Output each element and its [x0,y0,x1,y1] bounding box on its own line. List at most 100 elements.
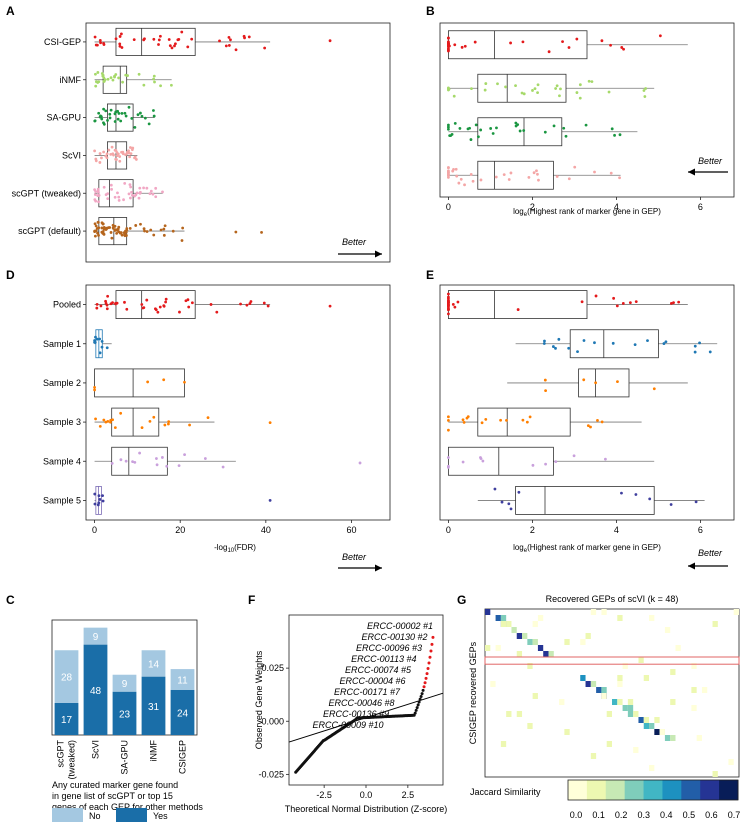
data-point [469,138,473,141]
box [578,368,630,398]
data-point [521,418,525,422]
box [107,103,134,132]
data-point [183,453,186,456]
panel-e: E 0 2 4 6 loge(Highest rank of marker gene … [426,268,735,570]
data-point [618,176,621,180]
heatmap-cell [537,615,544,621]
data-point [582,378,586,382]
data-point [572,454,576,458]
data-point [163,224,167,228]
data-point [143,37,146,41]
data-point [145,230,149,233]
heatmap-cell [606,711,612,717]
outlier-point [234,230,238,234]
data-point [108,112,112,116]
colorbar-segment [605,780,626,800]
data-point [593,170,596,174]
bar-value-label: 17 [61,715,73,726]
data-point [600,420,604,424]
data-point [559,87,562,91]
data-point [102,122,106,126]
data-point [93,385,96,389]
heatmap-cell [649,765,655,771]
data-point [161,190,164,194]
data-point [612,296,616,300]
data-point [489,127,493,130]
data-point [96,71,100,74]
heatmap-cell [654,729,660,735]
data-point [158,305,162,309]
box [477,73,567,103]
data-point [132,38,136,42]
data-point [116,152,120,156]
data-point [134,193,138,197]
panel-f: F -2.5 0.0 2.5 -0.025 0.000 0.025 Theoretical … [248,593,447,814]
data-point [672,301,675,305]
data-point [149,189,153,193]
heatmap-cell [580,639,586,645]
data-point [119,231,123,235]
box [477,407,571,437]
panel-d-x-label: -log10(FDR) [214,543,256,554]
top-gene-point [422,685,426,689]
data-point [118,35,122,38]
data-point [93,222,97,226]
data-point [564,134,568,138]
heatmap-cell [733,609,739,615]
data-point [129,146,132,149]
data-point [113,195,117,199]
data-point [504,85,507,89]
data-point [152,415,156,419]
data-point [99,41,102,45]
data-point [151,192,155,196]
data-point [134,224,138,227]
data-point [542,342,546,345]
bar-value-label: 9 [93,632,99,643]
heatmap-cell [643,717,650,723]
heatmap-cell [638,717,644,723]
category-label: Sample 1 [43,339,81,349]
data-point [93,193,97,197]
data-point [234,48,238,52]
box [102,65,128,94]
data-point [152,233,156,237]
heatmap-cell [548,651,554,657]
colorbar-tick-label: 0.0 [570,810,583,820]
data-point [94,417,97,421]
panel-label-c: C [6,593,15,607]
data-point [95,302,99,306]
data-point [120,46,124,49]
panel-label-b: B [426,4,435,18]
data-point [461,460,465,464]
data-point [664,340,668,344]
data-point [142,306,146,310]
colorbar-tick-label: 0.6 [705,810,718,820]
data-point [102,185,106,189]
data-point [536,83,540,87]
caption-line: in gene list of scGPT or top 15 [52,791,173,801]
data-point [616,380,619,384]
panel-b-x-label: loge(Highest rank of marker gene in GEP) [513,207,661,218]
heatmap-cell [664,735,671,741]
gene-point [414,708,418,712]
category-label: Sample 3 [43,417,81,427]
data-point [128,226,132,230]
panel-d-plot: Pooled Sample 1 Sample 2 Sample 3 Sample 4 Sa… [43,290,382,572]
heatmap-cell [622,663,628,669]
data-point [94,335,97,339]
data-point [102,107,106,111]
data-point [531,463,535,467]
heatmap-cell [670,699,676,705]
box [111,446,168,476]
data-point [447,43,450,46]
data-point [594,294,598,298]
data-point [525,420,529,424]
heatmap-cell [617,681,623,687]
panel-label-g: G [457,593,466,607]
panel-a-plot: CSI-GEP iNMF SA-GPU ScVI scGPT (tweaked) scGP… [12,27,382,258]
data-point [106,197,110,201]
data-point [128,155,132,159]
x-tick-label: 0.0 [360,790,373,800]
heatmap-cell [701,687,708,693]
data-point [180,30,184,34]
